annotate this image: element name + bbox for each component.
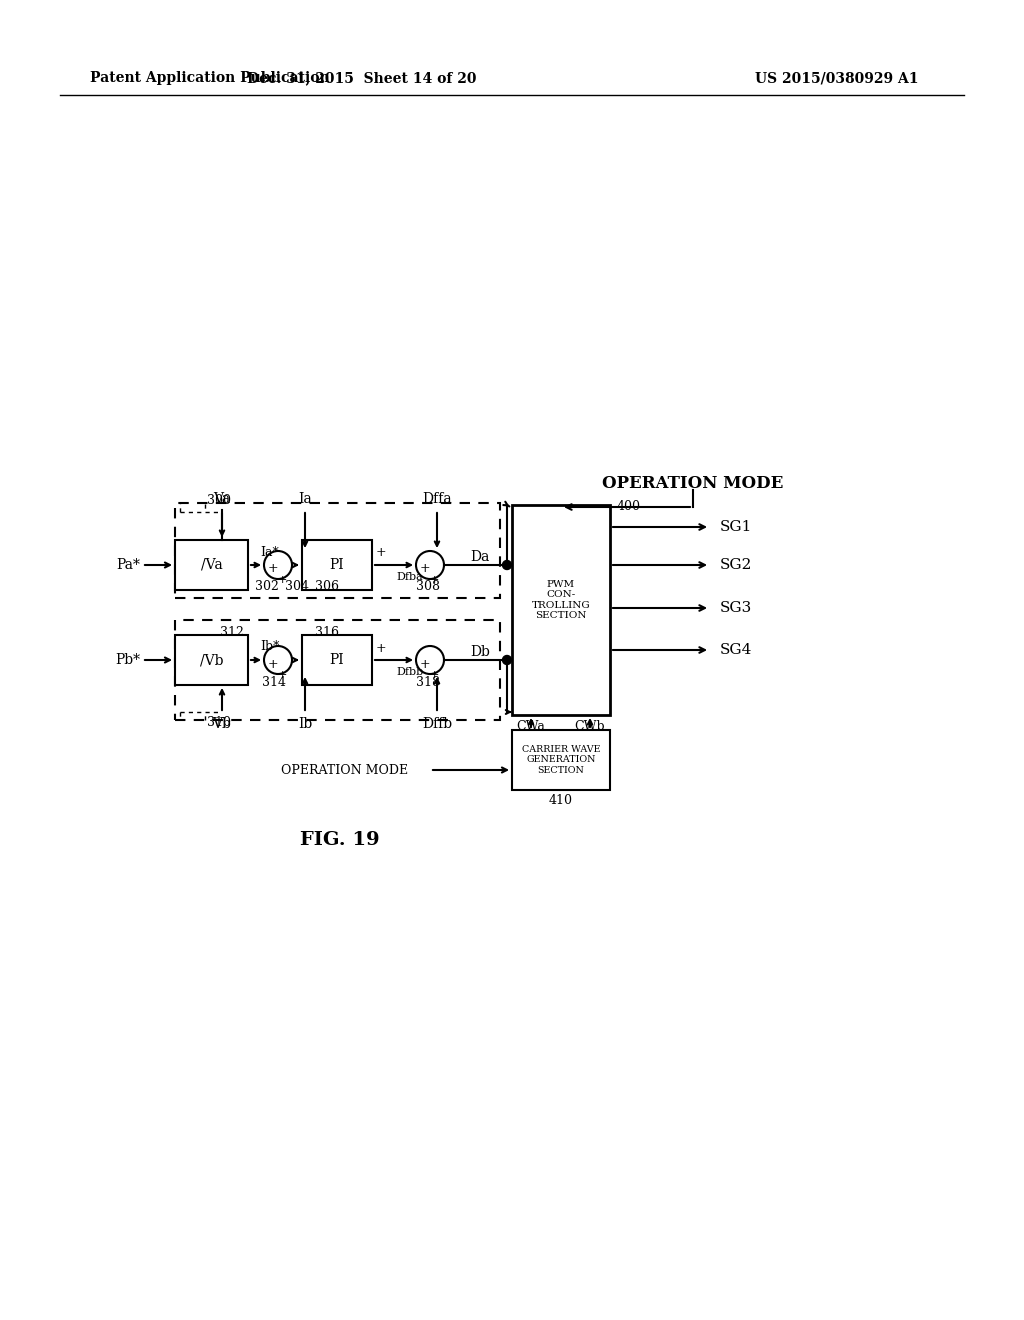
- Text: Ia: Ia: [298, 492, 312, 506]
- Bar: [512, 730, 610, 789]
- Text: Pa*: Pa*: [116, 558, 140, 572]
- Text: SG4: SG4: [720, 643, 753, 657]
- Text: Ib*: Ib*: [260, 640, 280, 653]
- Text: 310: 310: [207, 715, 231, 729]
- Text: PI: PI: [330, 558, 344, 572]
- Bar: [512, 506, 610, 715]
- Bar: [175, 620, 500, 719]
- Text: Db: Db: [470, 645, 489, 659]
- Text: PWM
CON-
TROLLING
SECTION: PWM CON- TROLLING SECTION: [531, 579, 591, 620]
- Text: +: +: [429, 576, 438, 585]
- Text: 306: 306: [315, 581, 339, 594]
- Text: SG3: SG3: [720, 601, 753, 615]
- Text: SG1: SG1: [720, 520, 753, 535]
- Text: +: +: [420, 562, 430, 576]
- Text: 308: 308: [416, 581, 440, 594]
- Circle shape: [264, 550, 292, 579]
- Text: Dffa: Dffa: [422, 492, 452, 506]
- Text: 314: 314: [262, 676, 286, 689]
- Text: SG2: SG2: [720, 558, 753, 572]
- Text: OPERATION MODE: OPERATION MODE: [282, 763, 409, 776]
- Text: 312: 312: [220, 627, 244, 639]
- Bar: [302, 635, 372, 685]
- Text: Va: Va: [213, 492, 230, 506]
- Text: Dffb: Dffb: [422, 717, 452, 731]
- Text: CWa: CWa: [516, 721, 546, 734]
- Text: /Va: /Va: [201, 558, 222, 572]
- Text: Patent Application Publication: Patent Application Publication: [90, 71, 330, 84]
- Text: 316: 316: [315, 627, 339, 639]
- Text: 400: 400: [617, 500, 641, 513]
- Circle shape: [503, 656, 512, 664]
- Text: 300: 300: [207, 495, 231, 507]
- Text: +: +: [420, 657, 430, 671]
- Text: FIG. 19: FIG. 19: [300, 832, 380, 849]
- Text: 410: 410: [549, 793, 573, 807]
- Text: +: +: [376, 546, 387, 560]
- Text: +: +: [278, 671, 287, 680]
- Text: Dfba: Dfba: [396, 572, 423, 582]
- Text: +: +: [267, 562, 279, 576]
- Text: +: +: [267, 657, 279, 671]
- Circle shape: [416, 645, 444, 675]
- Text: PI: PI: [330, 653, 344, 667]
- Text: +: +: [429, 671, 438, 680]
- Text: 318: 318: [416, 676, 440, 689]
- Text: /Vb: /Vb: [200, 653, 223, 667]
- Text: CWb: CWb: [574, 721, 605, 734]
- Text: 302: 302: [255, 581, 279, 594]
- Text: +: +: [278, 576, 287, 585]
- Text: Da: Da: [470, 550, 489, 564]
- Circle shape: [503, 561, 512, 569]
- Text: Dfbb: Dfbb: [396, 667, 423, 677]
- Bar: [302, 540, 372, 590]
- Circle shape: [264, 645, 292, 675]
- Text: US 2015/0380929 A1: US 2015/0380929 A1: [755, 71, 919, 84]
- Text: Ia*: Ia*: [260, 545, 279, 558]
- Text: Ib: Ib: [298, 717, 312, 731]
- Text: +: +: [376, 642, 387, 655]
- Bar: [175, 503, 500, 598]
- Text: Dec. 31, 2015  Sheet 14 of 20: Dec. 31, 2015 Sheet 14 of 20: [247, 71, 477, 84]
- Circle shape: [416, 550, 444, 579]
- Bar: [175, 635, 248, 685]
- Text: OPERATION MODE: OPERATION MODE: [602, 475, 783, 492]
- Text: Vb: Vb: [213, 717, 231, 731]
- Text: CARRIER WAVE
GENERATION
SECTION: CARRIER WAVE GENERATION SECTION: [522, 744, 600, 775]
- Bar: [175, 540, 248, 590]
- Text: Pb*: Pb*: [115, 653, 140, 667]
- Text: 304: 304: [285, 581, 309, 594]
